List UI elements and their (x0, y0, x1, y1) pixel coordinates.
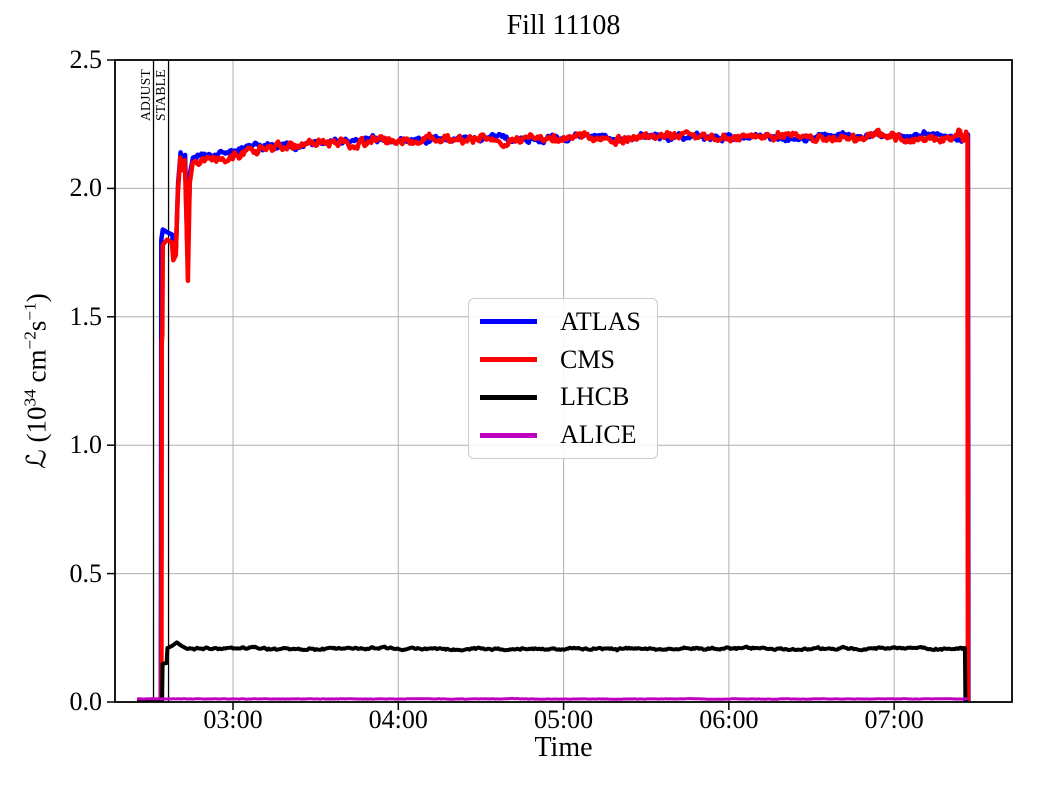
x-tick-label: 05:00 (533, 705, 594, 734)
legend-label-atlas: ATLAS (560, 306, 641, 336)
y-tick-label: 1.0 (69, 430, 103, 460)
legend-item-alice: ALICE (469, 420, 657, 450)
y-tick-label: 0.0 (69, 687, 103, 716)
stable-beam-mode-label: STABLE (153, 69, 168, 121)
cms-line-swatch (480, 357, 537, 363)
legend-item-lhcb: LHCB (469, 382, 657, 412)
adjust-beam-mode-label: ADJUST (138, 68, 153, 121)
chart-title: Fill 11108 (506, 10, 621, 41)
legend-item-cms: CMS (469, 345, 657, 375)
gridlines (115, 60, 1012, 702)
legend-item-atlas: ATLAS (469, 307, 657, 337)
atlas-line-swatch (480, 319, 537, 325)
tick-marks (107, 59, 895, 710)
series-line-cms (136, 127, 971, 702)
legend-label-alice: ALICE (560, 420, 637, 450)
x-axis-label: Time (534, 732, 593, 763)
x-tick-label: 07:00 (864, 705, 924, 734)
legend: ATLAS CMS LHCB ALICE (468, 298, 658, 459)
series-line-alice (137, 696, 969, 701)
x-tick-label: 06:00 (699, 705, 759, 734)
y-tick-label: 0.5 (69, 558, 103, 588)
y-tick-label: 1.5 (69, 301, 103, 331)
legend-label-lhcb: LHCB (560, 382, 630, 412)
legend-label-cms: CMS (560, 344, 615, 374)
x-tick-label: 03:00 (203, 705, 263, 734)
lhcb-line-swatch (480, 394, 537, 400)
y-tick-label: 2.0 (69, 173, 103, 203)
y-tick-label: 2.5 (69, 45, 103, 74)
series-line-lhcb (136, 640, 969, 702)
x-tick-label: 04:00 (368, 705, 428, 734)
alice-line-swatch (480, 432, 537, 438)
